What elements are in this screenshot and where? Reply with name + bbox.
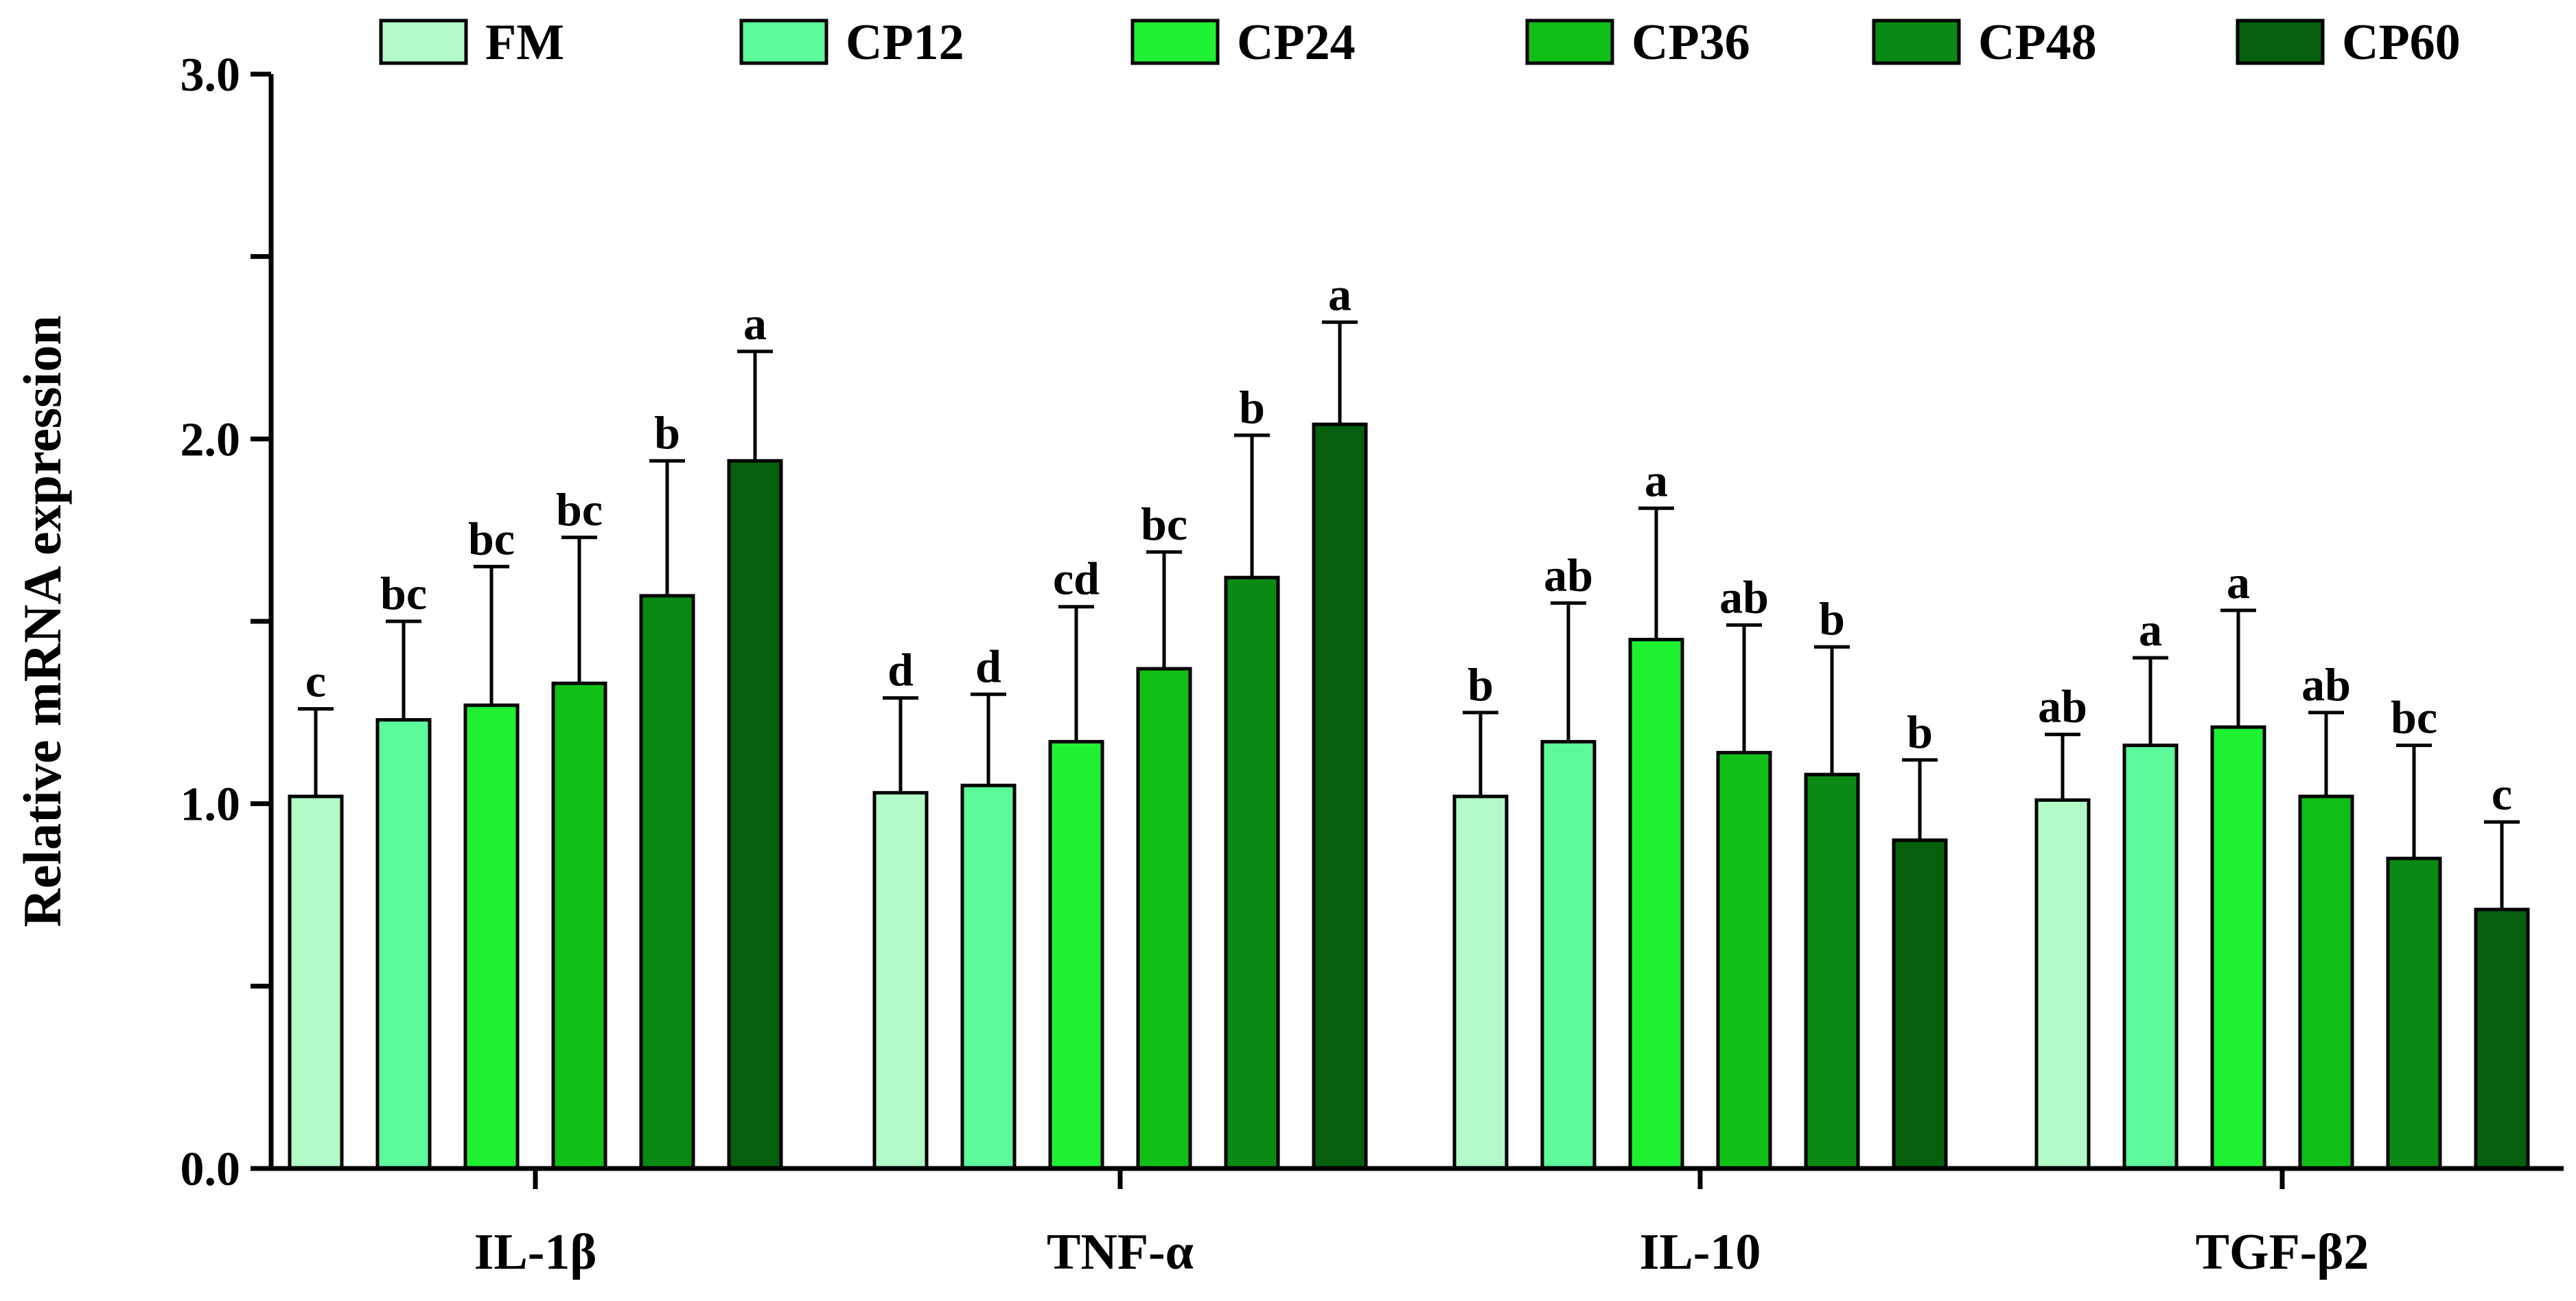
legend-swatch: [1525, 19, 1614, 65]
bar: [1312, 422, 1368, 1171]
significance-label: ab: [2038, 680, 2087, 733]
y-tick-label: 0.0: [181, 1143, 241, 1196]
significance-label: b: [1239, 381, 1265, 433]
significance-label: bc: [380, 567, 427, 619]
bar: [872, 791, 929, 1171]
y-axis-title: Relative mRNA expression: [12, 315, 72, 927]
category-label: IL-10: [1640, 1224, 1761, 1280]
significance-label: b: [1907, 706, 1933, 758]
significance-label: d: [887, 644, 914, 696]
legend: FM CP12 CP24 CP36 CP48 CP60: [379, 14, 2461, 71]
significance-label: a: [1328, 268, 1351, 320]
legend-item: FM: [379, 14, 564, 71]
significance-label: a: [1645, 454, 1668, 506]
bar: [1716, 750, 1772, 1171]
legend-item: CP60: [2236, 14, 2461, 71]
significance-label: cd: [1053, 553, 1100, 605]
legend-swatch: [2236, 19, 2325, 65]
bar: [2034, 798, 2091, 1171]
bar: [1804, 772, 1860, 1171]
legend-label: CP12: [846, 14, 964, 71]
bar: [2122, 744, 2179, 1171]
bar: [288, 794, 344, 1171]
legend-swatch: [1872, 19, 1961, 65]
significance-label: ab: [1719, 571, 1769, 623]
significance-label: b: [1467, 658, 1494, 711]
bar: [2298, 794, 2354, 1171]
bar: [1136, 667, 1192, 1171]
significance-label: ab: [2301, 658, 2351, 711]
y-axis: 0.0 1.0 2.0 3.0 Relative mRNA expression: [12, 49, 274, 1196]
bar: [1224, 575, 1280, 1171]
legend-swatch: [379, 19, 468, 65]
bar: [1540, 739, 1597, 1171]
significance-label: b: [1819, 592, 1845, 645]
legend-label: CP36: [1632, 14, 1750, 71]
significance-label: bc: [2391, 691, 2437, 744]
significance-label: b: [654, 406, 680, 459]
bar: [551, 681, 607, 1171]
significance-label: d: [975, 640, 1001, 692]
legend-label: CP48: [1978, 14, 2097, 71]
legend-swatch: [1130, 19, 1220, 65]
legend-label: CP60: [2342, 14, 2461, 71]
bar: [1628, 638, 1684, 1171]
legend-item: CP12: [739, 14, 964, 71]
bar: [463, 703, 520, 1171]
bar: [2210, 725, 2266, 1171]
y-tick-label: 3.0: [181, 49, 241, 102]
legend-item: CP24: [1130, 14, 1356, 71]
significance-label: a: [743, 297, 767, 349]
legend-item: CP36: [1525, 14, 1750, 71]
significance-label: c: [2492, 768, 2512, 820]
significance-label: a: [2139, 603, 2162, 656]
bar: [1892, 838, 1948, 1171]
bar: [1452, 794, 1509, 1171]
significance-label: bc: [556, 483, 603, 536]
y-tick-label: 2.0: [181, 413, 241, 466]
x-axis: IL-1β TNF-α IL-10 TGF-β2: [269, 1166, 2564, 1280]
category-label: TGF-β2: [2196, 1224, 2369, 1280]
bar: [727, 459, 783, 1171]
y-tick-label: 1.0: [181, 779, 241, 831]
legend-label: CP24: [1237, 14, 1356, 71]
significance-label: a: [2227, 556, 2250, 608]
bar: [639, 594, 695, 1171]
category-label: IL-1β: [474, 1224, 597, 1280]
significance-label: bc: [1141, 498, 1187, 550]
bar: [2474, 908, 2530, 1171]
legend-item: CP48: [1872, 14, 2097, 71]
legend-label: FM: [485, 14, 564, 71]
bar: [375, 717, 432, 1171]
bar: [1048, 739, 1104, 1171]
significance-label: bc: [468, 512, 515, 564]
significance-label: ab: [1544, 549, 1593, 601]
bar: [2386, 856, 2442, 1171]
category-label: TNF-α: [1047, 1224, 1194, 1280]
bar: [960, 783, 1017, 1171]
significance-label: c: [305, 655, 326, 707]
legend-swatch: [739, 19, 828, 65]
